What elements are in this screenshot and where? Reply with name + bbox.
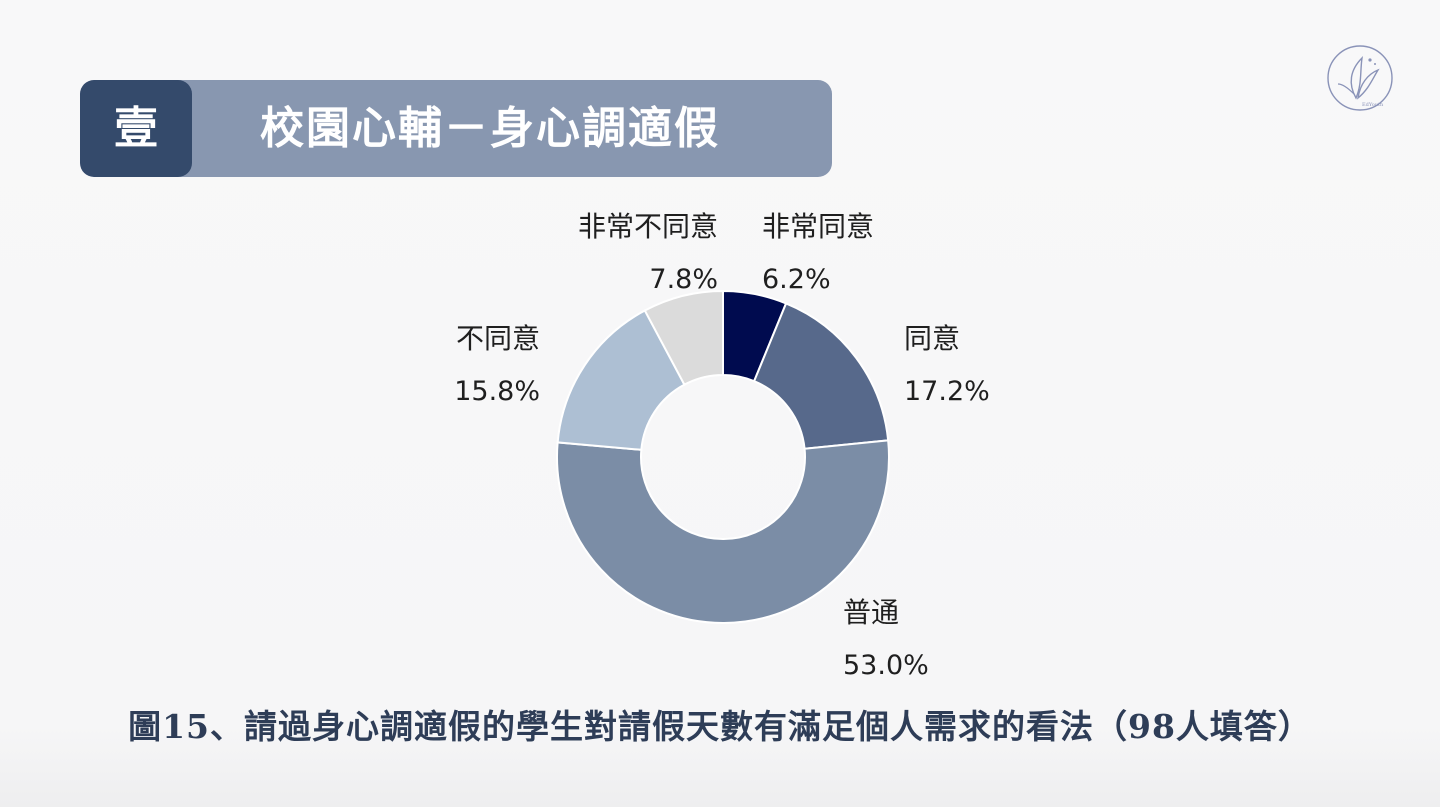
slice-label-5: 非常不同意 xyxy=(578,210,718,243)
slice-label-1: 非常同意 xyxy=(762,210,874,243)
slice-label-3: 普通 xyxy=(843,596,899,629)
slice-label-2: 同意 xyxy=(904,322,960,355)
logo-text: EdYouth xyxy=(1362,102,1384,108)
edyouth-leaf-logo-icon: EdYouth xyxy=(1327,45,1393,111)
section-number: 壹 xyxy=(80,80,192,177)
figure-caption: 圖15、請過身心調適假的學生對請假天數有滿足個人需求的看法（98人填答） xyxy=(128,707,1312,746)
slice-5 xyxy=(643,289,724,387)
slice-value-label-2: 17.2% xyxy=(904,376,990,407)
slice-value-label-3: 53.0% xyxy=(843,650,929,681)
slice-label-4: 不同意 xyxy=(456,322,540,355)
section-header: 壹 校園心輔－身心調適假 xyxy=(80,80,832,177)
labels-layer: 非常同意 6.2% 同意 17.2% 普通 53.0% 不同意 15.8% 非常不同意 7.8% xyxy=(454,210,990,681)
slice-value-label-5: 7.8% xyxy=(649,264,718,295)
slice-4 xyxy=(556,309,686,451)
slice-value-label-1: 6.2% xyxy=(762,264,831,295)
section-title: 校園心輔－身心調適假 xyxy=(260,103,720,154)
slice-3 xyxy=(556,439,890,624)
slice-2 xyxy=(752,302,890,450)
slices-layer xyxy=(556,289,890,624)
slice-value-label-4: 15.8% xyxy=(454,376,540,407)
